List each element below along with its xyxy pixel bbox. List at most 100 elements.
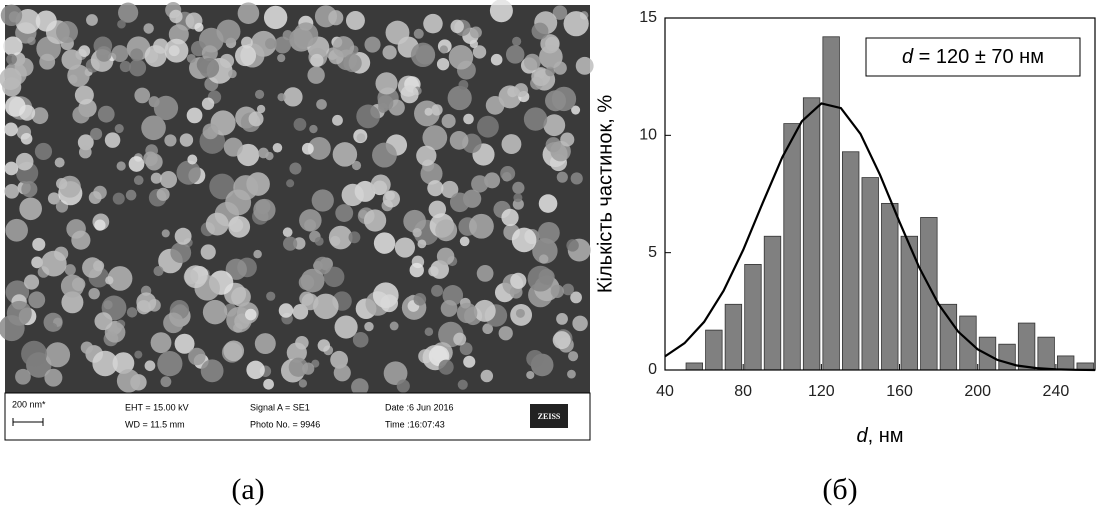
- annotation: d = 120 ± 70 нм: [902, 46, 1044, 68]
- sem-particle: [286, 179, 295, 188]
- sem-particle: [356, 104, 380, 129]
- caption: (a): [231, 473, 264, 506]
- sem-particle: [126, 307, 138, 318]
- caption: (б): [822, 473, 857, 506]
- x-tick-label: 200: [964, 383, 991, 400]
- sem-particle: [356, 133, 366, 143]
- sem-particle: [254, 89, 265, 100]
- sem-particle: [427, 180, 444, 197]
- scale-bar-label: 200 nm*: [12, 399, 46, 409]
- sem-particle: [159, 171, 177, 189]
- sem-particle: [527, 265, 554, 292]
- sem-particle: [440, 300, 458, 317]
- sem-particle: [15, 368, 31, 385]
- sem-particle: [201, 97, 215, 110]
- sem-particle: [514, 83, 528, 98]
- sem-particle: [274, 36, 292, 54]
- sem-particle: [169, 9, 183, 24]
- sem-particle: [141, 115, 166, 141]
- sem-particle: [382, 190, 401, 208]
- sem-particle: [6, 53, 17, 65]
- y-tick-label: 15: [639, 9, 657, 26]
- x-tick-label: 160: [886, 383, 913, 400]
- sem-particle: [505, 45, 525, 64]
- sem-particle: [413, 28, 424, 39]
- sem-particle: [134, 87, 151, 104]
- sem-particle: [164, 38, 189, 63]
- scale-bar: [12, 418, 44, 426]
- sem-particle: [114, 123, 124, 134]
- sem-particle: [543, 114, 566, 137]
- date: Date :6 Jun 2016: [385, 402, 454, 412]
- bar: [685, 362, 703, 371]
- sem-particle: [237, 143, 260, 167]
- sem-particle: [431, 284, 443, 297]
- sem-particle: [44, 368, 63, 387]
- bar: [998, 343, 1016, 371]
- sem-particle: [441, 180, 459, 199]
- sem-particle: [309, 124, 318, 134]
- bar: [1057, 355, 1075, 371]
- sem-particle: [512, 181, 525, 195]
- sem-particle: [45, 342, 71, 368]
- sem-particle: [128, 59, 147, 77]
- sem-particle: [301, 142, 314, 155]
- sem-particle: [562, 283, 574, 296]
- sem-particle: [328, 225, 353, 250]
- sem-particle: [116, 161, 126, 171]
- sem-particle: [130, 48, 144, 62]
- bar: [705, 329, 723, 371]
- wd: WD = 11.5 mm: [125, 419, 185, 429]
- sem-particle: [485, 96, 505, 115]
- sem-particle: [263, 378, 274, 390]
- sem-particle: [105, 276, 114, 285]
- sem-particle: [295, 335, 309, 350]
- bar: [1037, 336, 1055, 371]
- sem-particle: [316, 99, 327, 110]
- sem-particle: [293, 22, 319, 47]
- sem-particle: [34, 142, 53, 161]
- sem-particle: [48, 322, 58, 332]
- sem-particle: [80, 341, 94, 354]
- sem-particle: [201, 45, 218, 62]
- sem-particle: [552, 5, 568, 20]
- sem-particle: [117, 19, 126, 29]
- sem-particle: [64, 264, 76, 276]
- sem-particle: [134, 350, 143, 359]
- sem-particle: [476, 265, 494, 282]
- sem-particle: [32, 237, 46, 251]
- sem-particle: [396, 379, 410, 393]
- sem-particle: [176, 160, 201, 185]
- bar: [959, 315, 977, 371]
- sem-particle: [473, 299, 496, 322]
- sem-particle: [302, 362, 315, 375]
- sem-particle: [228, 215, 251, 238]
- sem-particle: [469, 39, 479, 49]
- sem-particle: [373, 232, 396, 254]
- sem-particle: [456, 302, 478, 324]
- sem-particle: [82, 257, 103, 279]
- sem-particle: [449, 192, 470, 213]
- sem-particle: [345, 11, 365, 31]
- sem-particle: [14, 57, 34, 77]
- sem-particle: [125, 189, 137, 201]
- logo: ZEISS: [538, 412, 561, 421]
- sem-particle: [480, 369, 494, 383]
- sem-particle: [107, 266, 133, 291]
- sem-particle: [424, 327, 434, 336]
- annotation-text: = 120 ± 70 нм: [913, 46, 1044, 68]
- sem-particle: [150, 332, 172, 354]
- sem-particle: [96, 46, 112, 62]
- sem-particle: [156, 187, 170, 201]
- signal: Signal A = SE1: [250, 402, 310, 412]
- sem-particle: [174, 227, 192, 245]
- sem-particle: [431, 104, 443, 116]
- sem-particle: [526, 370, 535, 380]
- sem-particle: [412, 227, 422, 238]
- sem-particle: [202, 123, 219, 140]
- sem-particle: [568, 351, 579, 362]
- sem-particle: [438, 359, 454, 375]
- annotation-box: [865, 37, 1081, 77]
- fit-curve: [664, 102, 1096, 372]
